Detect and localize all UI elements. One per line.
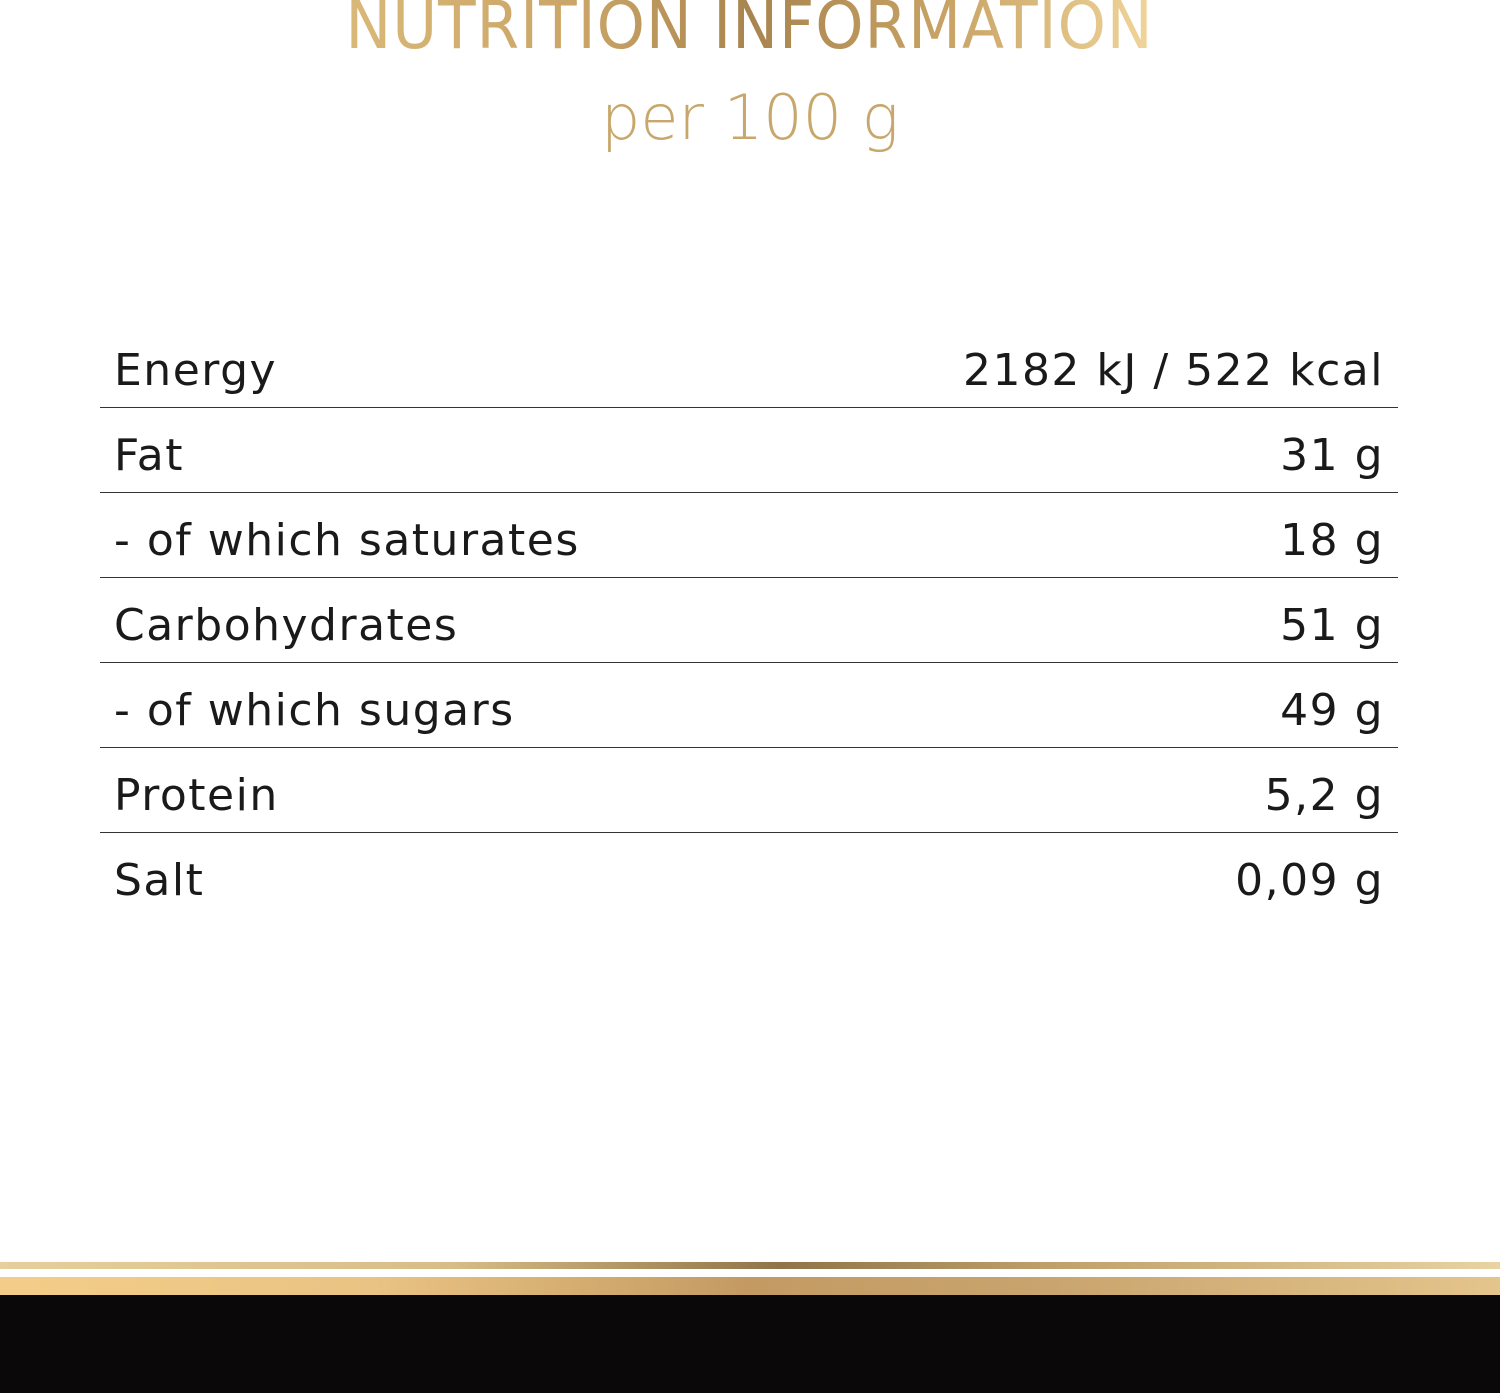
row-label: Energy xyxy=(114,344,278,396)
row-label: Fat xyxy=(114,429,184,481)
row-value: 2182 kJ / 522 kcal xyxy=(962,344,1384,396)
nutrition-table: Energy 2182 kJ / 522 kcal Fat 31 g - of wh… xyxy=(100,323,1398,918)
row-value: 51 g xyxy=(1280,599,1384,651)
table-row-carbohydrates: Carbohydrates 51 g xyxy=(100,578,1398,663)
gold-stripe-thin xyxy=(0,1262,1500,1269)
row-value: 0,09 g xyxy=(1235,855,1384,906)
row-label: Salt xyxy=(114,855,205,906)
page-title: NUTRITION INFORMATION xyxy=(0,0,1500,66)
row-label: - of which saturates xyxy=(114,514,580,566)
table-row-sugars: - of which sugars 49 g xyxy=(100,663,1398,748)
row-value: 31 g xyxy=(1280,429,1384,481)
black-footer-band xyxy=(0,1295,1500,1393)
row-value: 5,2 g xyxy=(1264,769,1384,821)
table-row-salt: Salt 0,09 g xyxy=(100,833,1398,918)
row-label: Protein xyxy=(114,769,279,821)
table-row-fat: Fat 31 g xyxy=(100,408,1398,493)
table-row-saturates: - of which saturates 18 g xyxy=(100,493,1398,578)
row-value: 18 g xyxy=(1280,514,1384,566)
table-row-energy: Energy 2182 kJ / 522 kcal xyxy=(100,323,1398,408)
row-label: Carbohydrates xyxy=(114,599,459,651)
page-title-text: NUTRITION INFORMATION xyxy=(346,0,1154,66)
table-row-protein: Protein 5,2 g xyxy=(100,748,1398,833)
row-value: 49 g xyxy=(1280,684,1384,736)
row-label: - of which sugars xyxy=(114,684,515,736)
page-subtitle: per 100 g xyxy=(601,81,899,154)
gold-stripe-thick xyxy=(0,1277,1500,1295)
